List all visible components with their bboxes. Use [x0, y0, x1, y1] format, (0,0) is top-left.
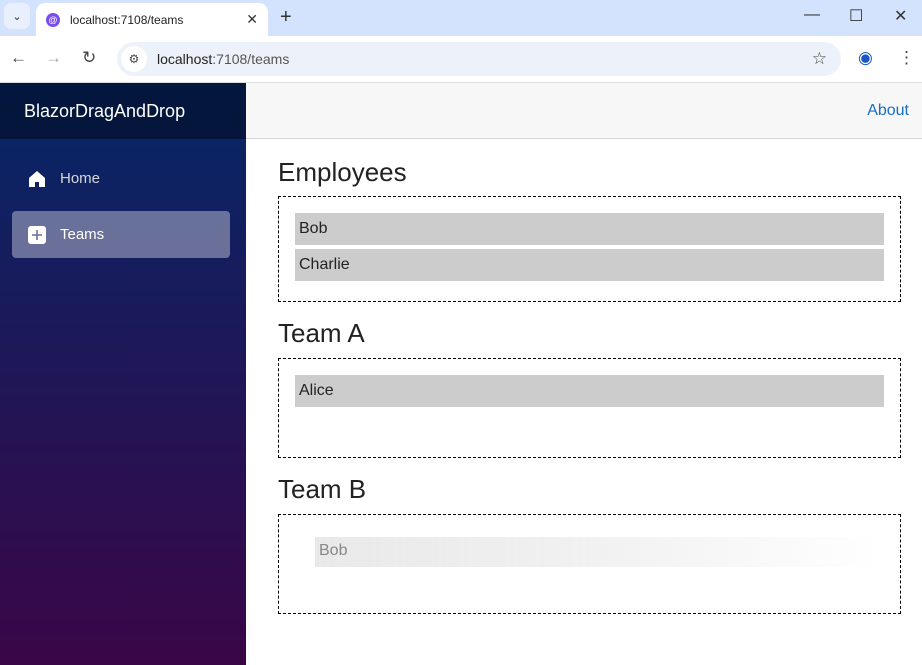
- site-info-icon[interactable]: ⚙: [121, 46, 147, 72]
- reload-button[interactable]: ↻: [82, 48, 97, 67]
- brand[interactable]: BlazorDragAndDrop: [24, 100, 186, 121]
- home-icon: [28, 170, 46, 188]
- back-button[interactable]: ←: [10, 48, 27, 67]
- sidebar-item-home[interactable]: Home: [12, 155, 230, 202]
- address-bar[interactable]: ⚙ localhost:7108/teams ☆: [117, 42, 841, 76]
- section-title: Team A: [278, 318, 365, 348]
- drag-ghost: Bob: [315, 537, 885, 567]
- team-a-dropzone[interactable]: Alice: [278, 358, 901, 458]
- draggable-item[interactable]: Bob: [295, 213, 884, 245]
- draggable-item[interactable]: Charlie: [295, 249, 884, 281]
- section-title: Team B: [278, 474, 367, 504]
- forward-button: →: [45, 48, 62, 67]
- draggable-item[interactable]: Alice: [295, 375, 884, 407]
- browser-tab[interactable]: @ localhost:7108/teams ✕: [36, 3, 268, 36]
- profile-icon[interactable]: ◉: [858, 48, 873, 67]
- top-row: About: [246, 83, 922, 139]
- sidebar-item-label: Teams: [60, 226, 105, 243]
- minimize-button[interactable]: —: [804, 6, 820, 23]
- plus-icon: [28, 225, 46, 244]
- menu-icon[interactable]: ⋮: [898, 48, 915, 67]
- sidebar: BlazorDragAndDrop Home Teams: [0, 83, 246, 665]
- new-tab-button[interactable]: +: [280, 6, 292, 28]
- section-title: Employees: [278, 157, 407, 187]
- sidebar-item-label: Home: [60, 170, 101, 187]
- about-link[interactable]: About: [867, 102, 909, 119]
- browser-toolbar: ← → ↻ ⚙ localhost:7108/teams ☆ ◉ ⋮: [0, 36, 922, 83]
- url-path: :7108/teams: [212, 51, 290, 67]
- bookmark-star-icon[interactable]: ☆: [811, 49, 827, 68]
- tab-search-button[interactable]: ⌄: [4, 3, 30, 29]
- tab-title: localhost:7108/teams: [70, 12, 184, 27]
- maximize-button[interactable]: ☐: [849, 8, 864, 25]
- close-window-button[interactable]: ✕: [894, 8, 908, 25]
- url-text[interactable]: localhost:7108/teams: [157, 51, 812, 67]
- url-host: localhost: [157, 51, 213, 67]
- employees-dropzone[interactable]: Bob Charlie: [278, 196, 901, 302]
- close-tab-icon[interactable]: ✕: [246, 11, 258, 27]
- tab-strip: ⌄ @ localhost:7108/teams ✕ + — ☐ ✕: [0, 0, 922, 36]
- blazor-favicon-icon: @: [46, 12, 60, 27]
- sidebar-item-teams[interactable]: Teams: [12, 211, 230, 258]
- team-b-dropzone[interactable]: Bob: [278, 514, 901, 614]
